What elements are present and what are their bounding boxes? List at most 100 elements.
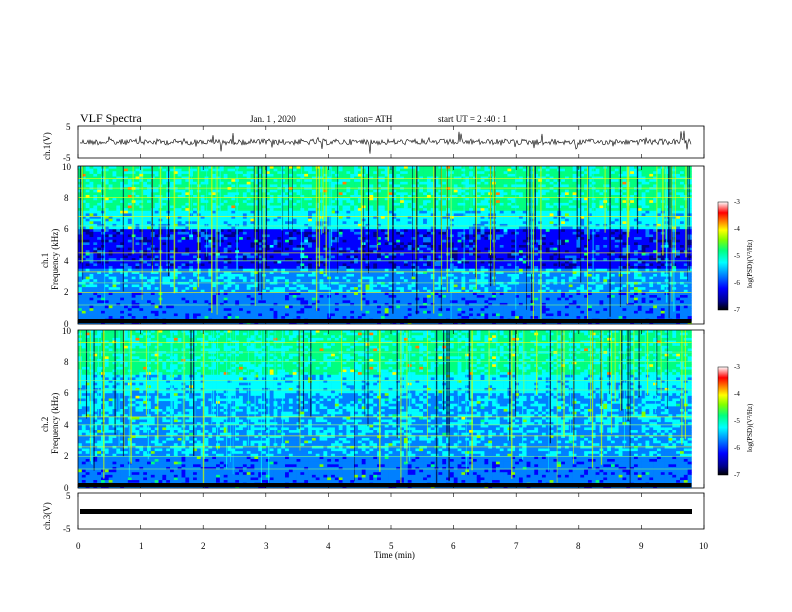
spectrogram-cell <box>296 239 301 243</box>
spectrogram-cell <box>346 176 351 180</box>
spectrogram-cell <box>185 308 190 312</box>
spectrogram-cell <box>254 250 259 254</box>
spectrogram-cell <box>177 247 182 251</box>
spectrogram-cell <box>392 255 397 259</box>
spectrogram-cell <box>346 266 351 269</box>
spectrogram-cell <box>254 221 259 225</box>
spectrogram-cell <box>354 281 359 285</box>
spectrogram-cell <box>338 289 343 293</box>
spectrogram-cell <box>196 313 201 317</box>
spectrogram-cell <box>373 300 378 304</box>
spectrogram-cell <box>216 308 221 312</box>
spectrogram-cell <box>377 250 382 254</box>
spectrogram-cell <box>227 295 232 298</box>
spectrogram-cell <box>227 181 232 185</box>
spectrogram-cell <box>120 168 125 172</box>
spectrogram-cell <box>112 221 117 225</box>
spectrogram-cell <box>392 187 397 190</box>
spectrogram-cell <box>170 221 175 225</box>
spectrogram-cell <box>154 310 159 314</box>
spectrogram-cell <box>127 166 132 169</box>
spectrogram-cell <box>377 234 382 238</box>
spectrogram-cell <box>296 189 301 193</box>
spectrogram-cell <box>150 176 155 180</box>
spectrogram-cell <box>158 316 163 320</box>
spectrogram-cell <box>288 194 294 198</box>
spectrogram-cell <box>212 166 217 169</box>
spectrogram-cell <box>323 218 328 222</box>
spectrogram-cell <box>365 181 370 185</box>
spectrogram-cell <box>101 197 106 201</box>
spectrogram-cell <box>170 239 175 243</box>
spectrogram-cell <box>154 250 159 254</box>
spectrogram-cell <box>200 181 205 185</box>
spectrogram-cell <box>231 268 236 272</box>
spectrogram-cell <box>162 263 167 267</box>
spectrogram-cell <box>265 216 271 219</box>
spectrogram-cell <box>104 197 109 201</box>
spectrogram-cell <box>116 168 121 172</box>
spectrogram-cell <box>104 213 109 217</box>
spectrogram-cell <box>365 310 370 314</box>
spectrogram-cell <box>242 208 247 212</box>
spectrogram-cell <box>135 210 140 214</box>
spectrogram-cell <box>254 239 259 243</box>
spectrogram-cell <box>388 263 393 267</box>
spectrogram-cell <box>354 229 359 233</box>
spectrogram-cell <box>346 292 351 296</box>
spectrogram-cell <box>323 305 328 309</box>
spectrogram-cell <box>116 310 121 314</box>
spectrogram-cell <box>189 166 194 169</box>
spectrogram-cell <box>177 292 182 296</box>
spectrogram-cell <box>250 305 255 309</box>
spectrogram-cell <box>304 208 309 212</box>
spectrogram-cell <box>131 260 136 264</box>
spectrogram-cell <box>177 181 182 185</box>
spectrogram-cell <box>216 218 221 222</box>
spectrogram-cell <box>204 284 209 288</box>
spectrogram-cell <box>185 245 190 248</box>
spectrogram-cell <box>365 281 370 285</box>
spectrogram-cell <box>354 181 359 185</box>
spectrogram-cell <box>334 273 340 277</box>
spectrogram-cell <box>147 316 152 320</box>
spectrogram-cell <box>219 200 224 204</box>
spectrogram-cell <box>365 202 370 206</box>
spectrogram-cell <box>296 234 301 238</box>
spectrogram-cell <box>354 194 359 198</box>
spectrogram-cell <box>392 192 397 196</box>
spectrogram-cell <box>277 200 282 204</box>
spectrogram-cell <box>147 263 152 267</box>
spectrogram-cell <box>388 316 393 320</box>
spectrogram-cell <box>265 316 271 320</box>
spectrogram-cell <box>357 310 363 314</box>
spectrogram-cell <box>97 313 102 317</box>
spectrogram-cell <box>231 194 236 198</box>
spectrogram-cell <box>93 271 98 275</box>
spectrogram-cell <box>116 300 121 304</box>
spectrogram-cell <box>173 179 178 183</box>
spectrogram-cell <box>342 229 347 233</box>
spectrogram-cell <box>346 260 351 264</box>
spectrogram-cell <box>250 234 255 238</box>
spectrogram-cell <box>181 297 186 301</box>
spectrogram-cell <box>380 197 386 201</box>
spectrogram-cell <box>365 216 370 219</box>
spectrogram-cell <box>227 310 232 314</box>
spectrogram-cell <box>288 287 294 291</box>
spectrogram-cell <box>135 292 140 296</box>
spectrogram-cell <box>246 247 251 251</box>
spectrogram-cell <box>254 252 259 256</box>
spectrogram-cell <box>346 268 351 272</box>
spectrogram-cell <box>139 302 144 306</box>
spectrogram-cell <box>392 229 397 233</box>
spectrogram-cell <box>315 250 320 254</box>
spectrogram-cell <box>166 316 171 320</box>
spectrogram-cell <box>334 252 340 256</box>
spectrogram-cell <box>101 237 106 241</box>
spectrogram-cell <box>346 192 351 196</box>
spectrogram-cell <box>185 263 190 267</box>
spectrogram-cell <box>334 216 340 219</box>
spectrogram-cell <box>124 295 129 298</box>
spectrogram-cell <box>104 166 109 169</box>
